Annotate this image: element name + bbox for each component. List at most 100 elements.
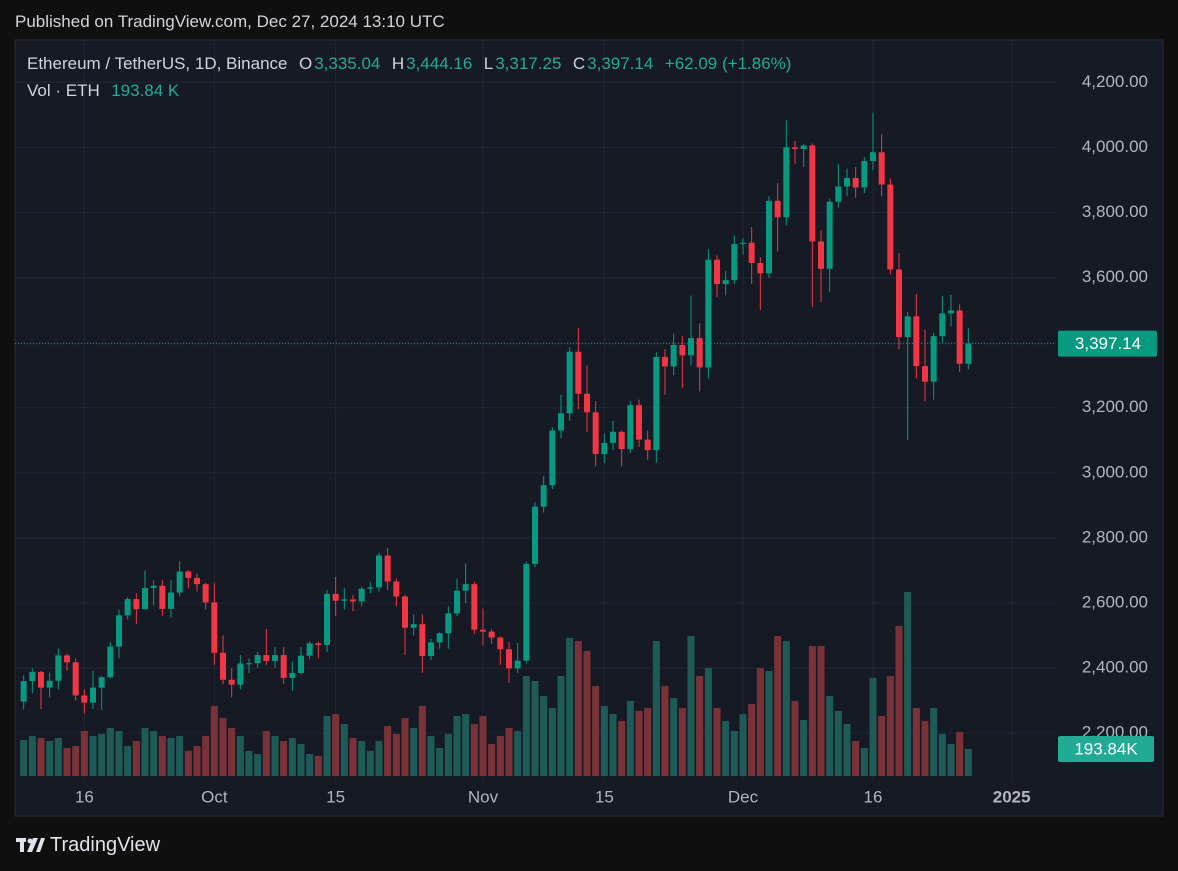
x-tick-label: Nov bbox=[468, 787, 499, 806]
volume-bar bbox=[462, 713, 470, 776]
candle-body bbox=[835, 186, 842, 202]
symbol-legend: Ethereum / TetherUS, 1D, Binance O 3,335.… bbox=[27, 54, 793, 74]
candle-body bbox=[532, 506, 538, 564]
volume-bar bbox=[436, 747, 444, 776]
volume-bar bbox=[236, 736, 244, 776]
candle-body bbox=[350, 599, 356, 602]
candle-body bbox=[826, 201, 833, 269]
volume-bar bbox=[72, 746, 80, 776]
volume-value: 193.84 K bbox=[111, 81, 180, 100]
volume-bar bbox=[167, 737, 175, 776]
volume-bar bbox=[358, 741, 366, 776]
candle-body bbox=[20, 681, 27, 702]
volume-bar bbox=[947, 743, 955, 776]
candle-body bbox=[150, 585, 157, 589]
volume-bar bbox=[782, 640, 790, 776]
volume-bar bbox=[228, 727, 236, 776]
volume-bar bbox=[644, 708, 652, 776]
volume-bar bbox=[800, 719, 808, 776]
candle-body bbox=[272, 655, 278, 661]
candle-body bbox=[870, 152, 876, 162]
candle-body bbox=[124, 599, 131, 616]
candle-body bbox=[809, 145, 816, 242]
candle-body bbox=[202, 584, 209, 603]
candle-body bbox=[38, 672, 44, 688]
volume-bar bbox=[618, 720, 626, 776]
candle-body bbox=[185, 571, 192, 578]
candle-body bbox=[948, 310, 954, 314]
candle-body bbox=[783, 147, 790, 218]
volume-bar bbox=[375, 741, 383, 776]
x-tick-label: Dec bbox=[728, 787, 759, 806]
candle-body bbox=[90, 687, 96, 703]
volume-bar bbox=[860, 747, 868, 776]
legend-value: 3,335.04 bbox=[314, 54, 381, 73]
candle-body bbox=[575, 351, 582, 394]
candle-body bbox=[159, 585, 166, 609]
legend-key: C bbox=[572, 54, 586, 73]
candle-body bbox=[98, 677, 105, 688]
volume-bar bbox=[271, 736, 279, 776]
y-tick-label: 3,600.00 bbox=[1082, 267, 1148, 286]
candle-body bbox=[358, 588, 365, 602]
volume-bar bbox=[774, 635, 782, 776]
candle-body bbox=[592, 412, 599, 454]
volume-bar bbox=[635, 710, 643, 776]
volume-bar bbox=[444, 733, 452, 776]
volume-bar bbox=[384, 725, 392, 776]
candle-body bbox=[731, 244, 738, 281]
volume-bar bbox=[340, 724, 348, 776]
candle-body bbox=[341, 599, 348, 601]
candle-body bbox=[740, 242, 746, 245]
x-tick-label: 16 bbox=[75, 787, 94, 806]
volume-bar bbox=[176, 736, 184, 776]
candle-body bbox=[306, 643, 313, 656]
candle-body bbox=[653, 356, 660, 451]
candle-body bbox=[367, 587, 374, 589]
volume-bar bbox=[652, 640, 660, 776]
volume-bar bbox=[791, 700, 799, 776]
volume-bar bbox=[262, 730, 270, 776]
volume-bar bbox=[739, 713, 747, 776]
volume-bar bbox=[600, 705, 608, 776]
candle-body bbox=[280, 655, 287, 678]
volume-bar bbox=[704, 668, 712, 776]
candle-body bbox=[956, 310, 963, 364]
candle-body bbox=[393, 581, 400, 597]
volume-bar bbox=[540, 696, 548, 776]
x-tick-label: 15 bbox=[326, 787, 345, 806]
volume-bar bbox=[37, 737, 45, 776]
volume-legend: Vol · ETH 193.84 K bbox=[27, 81, 181, 101]
volume-bar bbox=[132, 741, 140, 776]
volume-bar bbox=[106, 727, 114, 776]
volume-bar bbox=[956, 731, 964, 776]
candle-body bbox=[696, 338, 703, 368]
volume-bar bbox=[453, 715, 461, 776]
volume-bar bbox=[886, 675, 894, 776]
volume-bar bbox=[938, 733, 946, 776]
volume-bar bbox=[566, 637, 574, 776]
volume-bar bbox=[184, 750, 192, 776]
volume-bar bbox=[583, 650, 591, 776]
last-price-box bbox=[1058, 330, 1157, 357]
candle-body bbox=[324, 593, 330, 645]
candle-body bbox=[722, 280, 729, 285]
volume-bar bbox=[826, 696, 834, 776]
candle-body bbox=[220, 652, 226, 680]
volume-bar bbox=[852, 741, 860, 776]
volume-bar bbox=[514, 730, 522, 776]
volume-bar bbox=[895, 625, 903, 776]
published-note: Published on TradingView.com, Dec 27, 20… bbox=[15, 12, 445, 31]
candle-body bbox=[64, 655, 70, 663]
candle-body bbox=[402, 596, 408, 628]
volume-bar bbox=[964, 748, 972, 776]
volume-bar bbox=[808, 646, 816, 776]
brand-name: TradingView bbox=[50, 834, 161, 856]
candle-body bbox=[480, 629, 486, 632]
y-tick-label: 2,400.00 bbox=[1082, 658, 1148, 677]
volume-bar bbox=[28, 736, 36, 776]
candle-body bbox=[679, 344, 686, 356]
volume-bar bbox=[574, 640, 582, 776]
brand-logo bbox=[16, 838, 45, 852]
